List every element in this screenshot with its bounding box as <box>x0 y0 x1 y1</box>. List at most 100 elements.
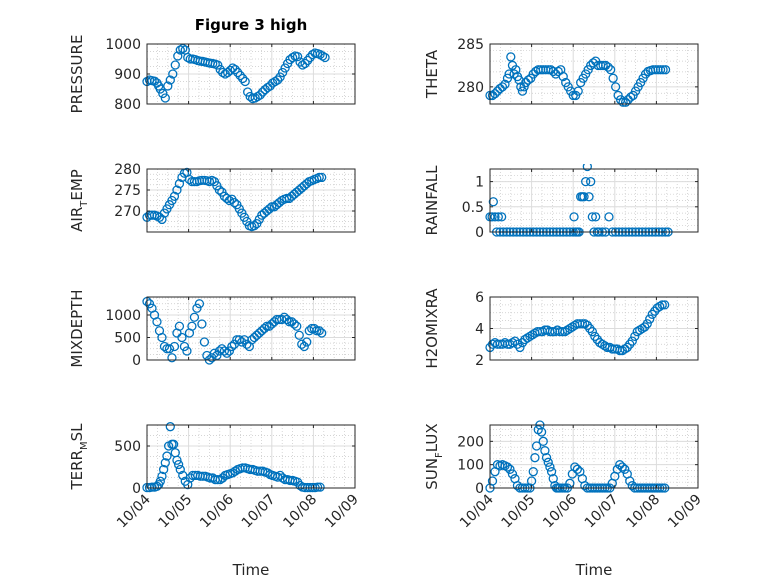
data-point <box>157 214 167 225</box>
y-tick-label: 1 <box>475 175 484 191</box>
data-point <box>579 192 589 202</box>
data-point <box>174 321 185 331</box>
data-point <box>637 323 647 334</box>
data-point <box>167 353 177 363</box>
y-tick-label: 0 <box>132 481 141 497</box>
data-point <box>160 458 170 468</box>
y-axis-label: PRESSURE <box>68 35 86 114</box>
data-point <box>627 336 637 346</box>
data-point <box>315 49 325 60</box>
y-axis-label: H2OMIXRA <box>423 288 441 369</box>
data-point <box>243 87 253 97</box>
data-point <box>500 79 510 89</box>
data-point <box>314 326 324 336</box>
data-point <box>255 90 265 100</box>
data-point <box>259 323 269 334</box>
data-point <box>620 97 631 107</box>
data-point <box>536 427 547 437</box>
data-point <box>608 73 618 83</box>
data-point <box>272 75 283 85</box>
data-point <box>558 71 568 82</box>
data-point <box>543 65 553 75</box>
data-point <box>174 179 185 189</box>
y-axis-label: MIXDEPTH <box>68 289 86 367</box>
y-tick-label: 100 <box>457 458 484 474</box>
data-point <box>173 51 183 61</box>
data-point <box>605 65 616 75</box>
data-point <box>655 301 665 312</box>
data-point <box>487 212 497 222</box>
data-point <box>309 323 319 334</box>
data-points <box>485 300 670 356</box>
data-point <box>159 341 170 352</box>
data-point <box>160 93 170 103</box>
axes-frame <box>146 296 356 361</box>
x-axis-label-right: Time <box>575 561 613 579</box>
data-point <box>224 346 235 356</box>
data-point <box>557 326 568 337</box>
data-point <box>162 451 172 461</box>
data-point <box>511 65 521 75</box>
data-point <box>314 172 324 183</box>
data-point <box>598 60 608 71</box>
data-point <box>577 319 588 329</box>
data-point <box>182 346 192 356</box>
y-tick-label: 1000 <box>105 37 141 53</box>
theta-panel: 280 285 THETA <box>423 37 699 107</box>
rainfall-panel: 0 0.5 1 RAINFALL <box>423 164 699 241</box>
data-points <box>142 167 327 232</box>
data-point <box>657 300 667 310</box>
data-point <box>618 97 628 107</box>
data-point <box>506 52 516 62</box>
data-point <box>237 337 247 347</box>
data-point <box>580 319 590 329</box>
y-tick-label: 500 <box>114 331 141 347</box>
data-point <box>502 339 513 349</box>
y-tick-label: 280 <box>114 162 141 178</box>
data-point <box>617 345 627 356</box>
y-axis-label: AIRTEMP <box>68 169 90 232</box>
data-point <box>233 67 243 78</box>
data-point <box>262 468 273 478</box>
data-point <box>275 72 285 82</box>
data-point <box>289 319 299 329</box>
axes-frame <box>489 424 699 489</box>
data-point <box>302 179 312 189</box>
data-point <box>505 464 515 474</box>
data-point <box>219 346 230 356</box>
data-point <box>655 65 666 75</box>
y-tick-label: 1000 <box>105 308 141 324</box>
data-point <box>553 66 563 77</box>
y-axis-label: RAINFALL <box>423 165 441 236</box>
data-point <box>209 348 220 358</box>
data-point <box>292 51 303 62</box>
data-point <box>595 338 605 348</box>
y-axis-label: SUNFLUX <box>423 423 445 489</box>
data-point <box>645 314 655 324</box>
data-point <box>144 299 155 309</box>
data-point <box>213 474 223 485</box>
y-tick-label: 6 <box>475 290 484 306</box>
data-point <box>507 469 518 479</box>
data-point <box>615 460 625 470</box>
data-point <box>581 176 591 187</box>
data-point <box>525 331 535 342</box>
data-point <box>169 341 180 352</box>
data-point <box>635 325 645 335</box>
data-point <box>587 326 597 337</box>
data-point <box>630 331 640 342</box>
data-point <box>282 193 292 204</box>
data-point <box>287 52 298 63</box>
y-axis-label-part: AIR <box>68 207 86 232</box>
y-tick-label: 2 <box>475 353 484 369</box>
data-point <box>249 221 259 231</box>
data-point <box>267 202 277 212</box>
data-point <box>230 64 240 75</box>
data-point <box>262 321 272 331</box>
data-point <box>152 317 162 327</box>
data-point <box>197 319 207 329</box>
data-point <box>302 55 313 66</box>
data-point <box>163 81 173 91</box>
data-point <box>187 321 197 331</box>
y-axis-label-part: TERR <box>68 450 86 491</box>
